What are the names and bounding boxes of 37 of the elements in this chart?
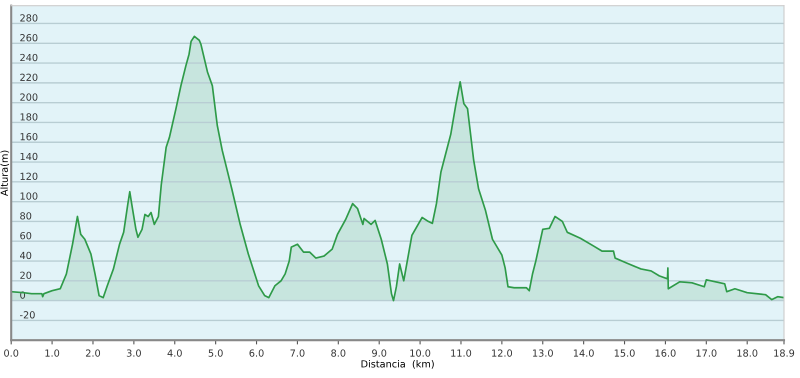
x-tick-label: 11.0 bbox=[451, 349, 472, 357]
y-tick-label: 80 bbox=[20, 212, 32, 220]
y-tick-label: 140 bbox=[20, 152, 38, 160]
x-tick-label: 12.0 bbox=[492, 349, 512, 357]
x-tick-label: 0.0 bbox=[4, 349, 18, 357]
y-tick-label: 240 bbox=[20, 54, 38, 62]
y-tick-label: 160 bbox=[20, 133, 38, 140]
x-axis-title: Distancia (km) bbox=[362, 360, 434, 369]
y-axis-title: Altura(m) bbox=[0, 150, 10, 196]
x-tick-label: 4.0 bbox=[168, 349, 182, 357]
y-tick-label: 40 bbox=[20, 252, 32, 260]
x-tick-label: 15.0 bbox=[614, 349, 635, 357]
y-tick-label: 200 bbox=[20, 93, 38, 101]
y-tick-label: 60 bbox=[20, 232, 32, 240]
x-tick-label: 18.9 bbox=[774, 349, 794, 357]
y-tick-label: 280 bbox=[20, 14, 38, 22]
x-tick-label: 13.0 bbox=[533, 349, 553, 357]
x-tick-label: 6.0 bbox=[249, 349, 264, 357]
x-tick-label: 3.0 bbox=[126, 349, 141, 357]
x-tick-label: 16.0 bbox=[656, 349, 676, 357]
y-tick-label: -20 bbox=[20, 311, 35, 319]
x-tick-label: 1.0 bbox=[45, 349, 60, 357]
x-tick-label: 9.0 bbox=[372, 349, 386, 357]
x-tick-label: 7.0 bbox=[290, 349, 305, 357]
y-tick-label: 20 bbox=[20, 272, 32, 279]
x-tick-label: 2.0 bbox=[86, 349, 100, 357]
y-tick-label: 260 bbox=[20, 34, 38, 42]
x-tick-label: 14.0 bbox=[574, 349, 594, 357]
x-tick-label: 18.0 bbox=[737, 349, 758, 357]
x-tick-label: 8.0 bbox=[331, 349, 346, 357]
y-tick-label: 220 bbox=[20, 74, 38, 81]
y-tick-label: 120 bbox=[20, 172, 38, 180]
y-tick-label: 180 bbox=[20, 113, 38, 121]
x-tick-label: 10.0 bbox=[410, 349, 430, 357]
x-tick-label: 5.0 bbox=[208, 349, 223, 357]
x-tick-label: 17.0 bbox=[696, 349, 716, 357]
y-tick-label: 100 bbox=[20, 192, 38, 200]
